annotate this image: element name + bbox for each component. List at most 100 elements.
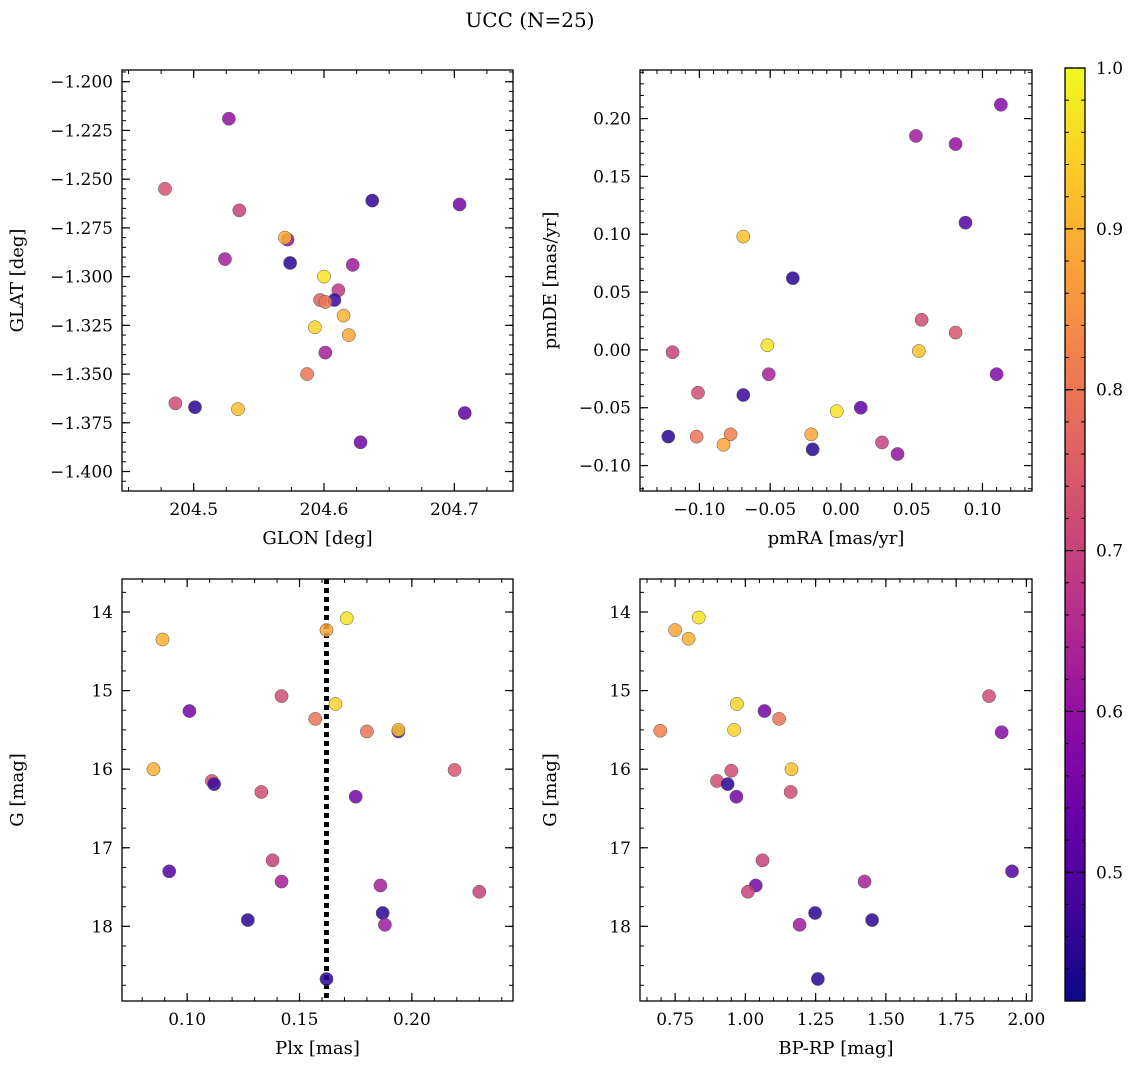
y-tick-label: 16 [91,760,113,780]
scatter-point [741,884,755,899]
scatter-point [1005,864,1019,879]
scatter-point [182,704,197,718]
scatter-point [222,111,236,126]
x-tick-label: 0.75 [656,1010,694,1030]
x-tick-label: 0.15 [281,1010,319,1030]
scatter-point [339,611,354,626]
scatter-point [720,777,735,791]
scatter-point [457,406,472,420]
scatter-point [811,972,825,986]
scatter-point [730,697,744,711]
colorbar-frame [1064,67,1086,1002]
scatter-point [231,402,245,416]
scatter-point [875,435,889,450]
colorbar-tick-label: 0.5 [1096,863,1123,883]
scatter-point [948,137,963,151]
y-tick-label: −1.375 [50,414,113,434]
y-tick-label: 15 [91,682,113,702]
scatter-point [691,385,705,400]
panel-plx-g: 0.10 0.15 0.20 14 15 16 17 18 Plx [mas] G [mag] [7,578,514,1059]
scatter-point [452,197,467,212]
scatter-point [168,396,183,411]
x-axis-label: GLON [deg] [262,528,372,549]
scatter-point [853,400,868,415]
scatter-point [319,623,334,637]
y-tick-label: 18 [609,917,631,937]
scatter-point [691,610,706,625]
scatter-point [308,320,322,335]
scatter-point [308,712,323,726]
scatter-point [716,437,731,452]
x-tick-label: 1.25 [797,1010,835,1030]
x-tick-label: 204.6 [300,500,349,520]
scatter-point [336,308,351,323]
scatter-point [865,913,879,927]
scatter-point [760,338,775,353]
x-tick-label: 0.10 [168,1010,206,1030]
scatter-point [232,203,247,218]
y-axis-label: G [mag] [7,753,28,826]
x-axis-label: BP-RP [mag] [778,1038,893,1059]
y-tick-label: −1.350 [50,365,113,385]
scatter-point [162,864,177,879]
y-tick-label: 18 [91,917,113,937]
scatter-point [948,325,963,340]
x-axis-label: Plx [mas] [275,1038,360,1059]
scatter-point [785,271,800,286]
y-tick-label: 16 [609,760,631,780]
scatter-point [911,344,926,358]
scatter-point [155,632,170,647]
scatter-point [784,762,799,777]
figure-title: UCC (N=25) [465,8,594,32]
x-tick-label: 0.20 [393,1010,431,1030]
scatter-point [353,435,368,450]
y-tick-label: 14 [91,603,113,623]
axes-frame [121,69,514,492]
scatter-point [447,763,462,777]
y-tick-label: 15 [609,682,631,702]
y-tick-label: 17 [609,839,631,859]
y-tick-label: 17 [91,839,113,859]
scatter-point [994,97,1008,112]
scatter-point [472,884,487,899]
colorbar-tick-label: 0.7 [1096,542,1123,562]
y-tick-label: 0.05 [593,283,631,303]
scatter-point [661,429,676,444]
colorbar-tick-label: 0.6 [1096,702,1123,722]
x-tick-label: 2.00 [1007,1010,1045,1030]
scatter-point [724,763,739,778]
scatter-point [982,689,996,703]
scatter-point [188,400,202,415]
scatter-point [341,328,356,342]
scatter-point [345,258,360,272]
panel-color-magnitude: 0.75 1.00 1.25 1.50 1.75 2.00 14 15 16 17 18 BP-RP … [540,578,1045,1059]
scatter-point [689,429,704,444]
scatter-point [772,712,786,726]
colorbar: 0.5 0.6 0.7 0.8 0.9 1.0 [1064,59,1123,1002]
scatter-point [653,723,668,738]
scatter-point [317,269,331,284]
y-tick-label: −1.250 [50,170,113,190]
scatter-point [665,345,680,360]
x-tick-label: 1.75 [937,1010,975,1030]
scatter-point [805,442,820,457]
scatter-point [729,789,744,804]
scatter-point [681,631,696,646]
scatter-point [804,427,819,442]
y-tick-label: 14 [609,603,631,623]
x-tick-label: 204.7 [430,500,479,520]
x-tick-label: 1.50 [867,1010,905,1030]
scatter-point [274,874,289,889]
y-axis-label: G [mag] [540,753,561,826]
scatter-point [668,623,682,637]
y-tick-label: −1.225 [50,121,113,141]
x-tick-label: 204.5 [169,500,218,520]
scatter-point [378,917,392,932]
scatter-point [958,215,973,230]
scatter-point [274,689,289,703]
scatter-point [909,129,923,143]
scatter-point [736,229,751,244]
scatter-point [391,723,406,737]
scatter-point [319,972,334,986]
